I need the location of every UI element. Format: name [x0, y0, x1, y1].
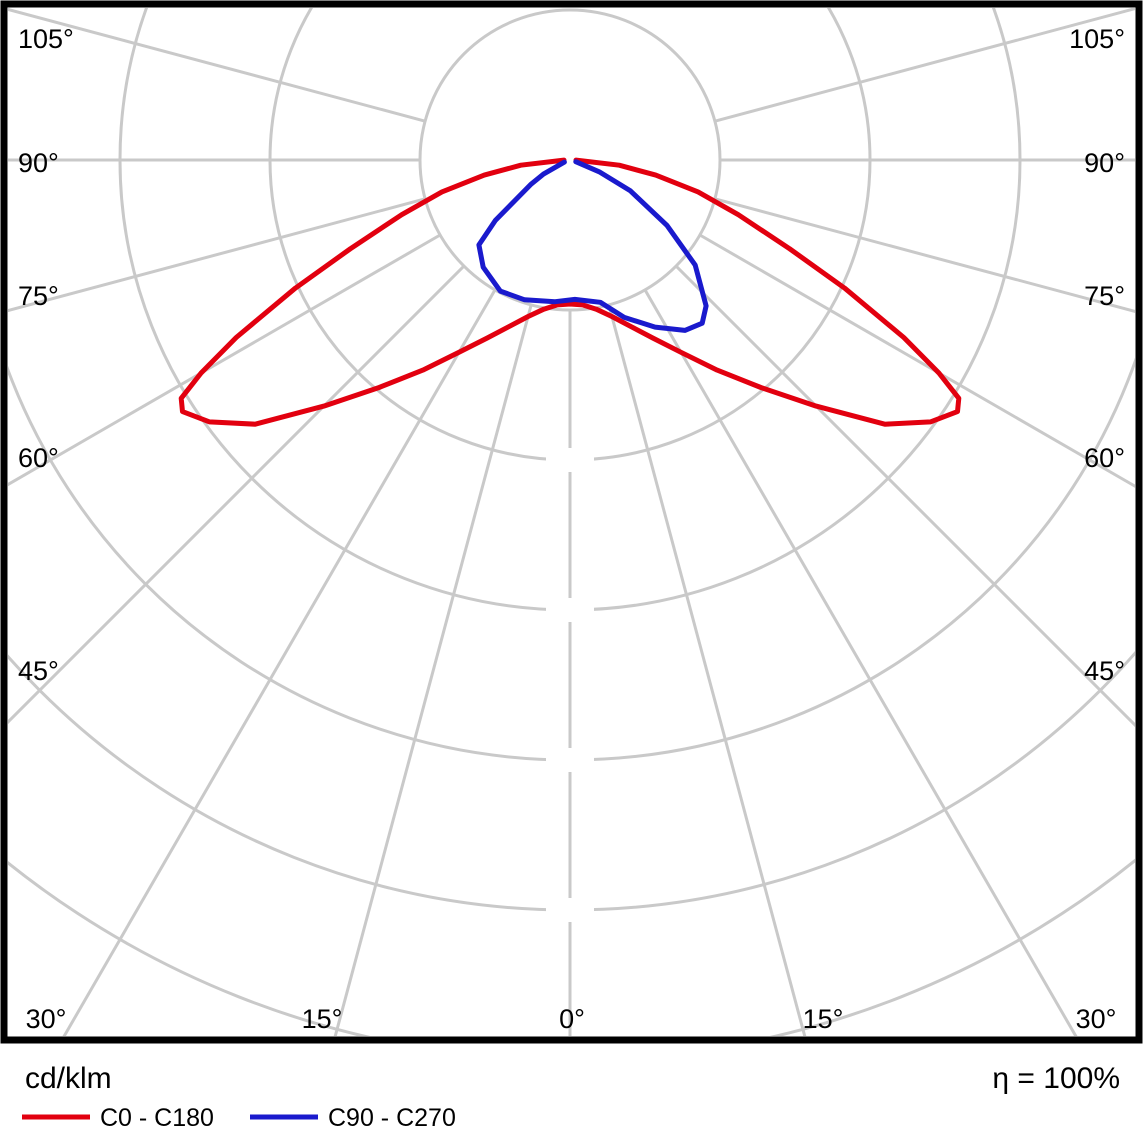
angle-tick-label-left: 90° — [18, 148, 59, 178]
grid-radial-line — [607, 304, 807, 1036]
blanked-radial-value-box — [546, 448, 594, 472]
grid-radial-line — [714, 8, 1135, 123]
angle-tick-label-bottom: 30° — [1076, 1004, 1117, 1034]
blanked-radial-value-box — [546, 748, 594, 772]
grid-radial-line — [333, 304, 533, 1036]
curve-c90-c270 — [476, 159, 709, 333]
grid-radial-line — [714, 197, 1135, 313]
blanked-radial-value-box — [546, 898, 594, 922]
angle-tick-label-left: 105° — [18, 24, 74, 54]
angle-tick-label-left: 60° — [18, 443, 59, 473]
angle-tick-label-left: 75° — [18, 281, 59, 311]
angle-tick-label-bottom: 0° — [559, 1004, 585, 1034]
angle-tick-label-bottom: 15° — [302, 1004, 343, 1034]
grid-radial-line — [675, 265, 1135, 728]
angle-tick-label-right: 45° — [1084, 656, 1125, 686]
grid-radial-line — [699, 233, 1135, 488]
grid-radial-line — [8, 8, 426, 123]
angle-tick-label-right: 90° — [1084, 148, 1125, 178]
angle-tick-label-bottom: 30° — [26, 1004, 67, 1034]
legend-label-c90-c270: C90 - C270 — [328, 1104, 456, 1132]
curve-c0-c180 — [178, 157, 962, 427]
curves — [178, 157, 962, 427]
angle-tick-label-left: 45° — [18, 656, 59, 686]
legend-label-c0-c180: C0 - C180 — [100, 1104, 214, 1132]
legend: cd/klm η = 100% C0 - C180 C90 - C270 — [22, 1062, 1120, 1132]
angle-tick-label-right: 75° — [1084, 281, 1125, 311]
angle-labels: 105° 105° 90° 90° 75° 75° 60° 60° 45° 45° 30° 15° 0°… — [18, 24, 1125, 1034]
grid-radial-line — [8, 265, 465, 725]
efficiency-label: η = 100% — [992, 1062, 1120, 1095]
grid-radial-line — [8, 233, 441, 487]
blanked-radial-value-box — [546, 598, 594, 622]
unit-label: cd/klm — [25, 1062, 112, 1095]
angle-tick-label-bottom: 15° — [803, 1004, 844, 1034]
plot-frame — [0, 0, 1143, 1044]
grid-ring — [418, 8, 722, 312]
grid-radial-line — [8, 197, 426, 313]
grid-radial-line — [62, 289, 497, 1036]
angle-tick-label-right: 105° — [1069, 24, 1125, 54]
grid-radial-line — [643, 289, 1078, 1036]
angle-tick-label-right: 60° — [1084, 443, 1125, 473]
